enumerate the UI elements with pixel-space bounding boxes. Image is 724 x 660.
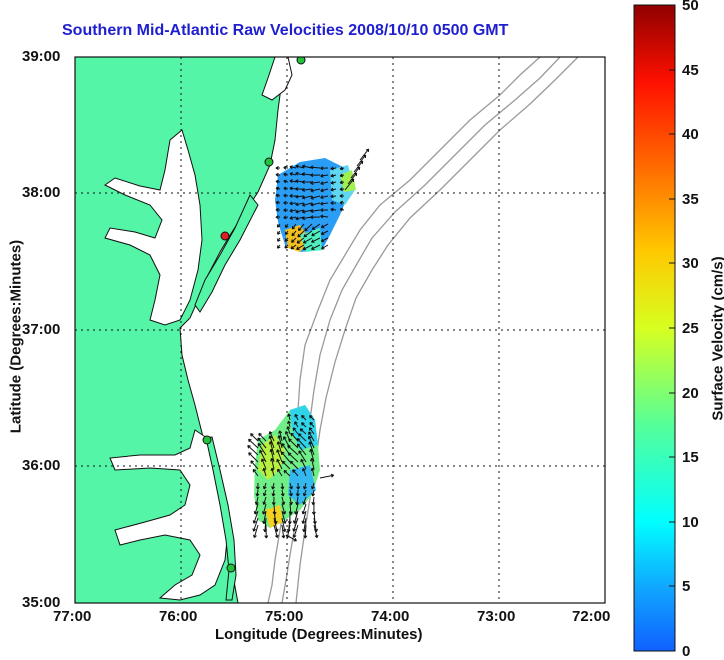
station-marker xyxy=(221,232,229,240)
y-tick-label: 38:00 xyxy=(22,184,60,201)
x-tick-label: 74:00 xyxy=(371,608,409,625)
station-marker xyxy=(203,436,211,444)
colorbar-tick-label: 25 xyxy=(682,320,699,337)
x-tick-label: 73:00 xyxy=(477,608,515,625)
station-marker xyxy=(227,564,235,572)
y-tick-label: 39:00 xyxy=(22,48,60,65)
colorbar-tick-label: 20 xyxy=(682,385,699,402)
colorbar-tick-label: 5 xyxy=(682,578,690,595)
colorbar-tick-label: 30 xyxy=(682,255,699,272)
y-tick-label: 37:00 xyxy=(22,321,60,338)
colorbar-label: Surface Velocity (cm/s) xyxy=(710,209,724,469)
colorbar-tick-label: 40 xyxy=(682,126,699,143)
y-axis-label: Latitude (Degrees:Minutes) xyxy=(8,217,25,457)
x-tick-label: 77:00 xyxy=(53,608,91,625)
colorbar-tick-label: 0 xyxy=(682,643,690,660)
y-tick-label: 36:00 xyxy=(22,457,60,474)
colorbar-tick-label: 15 xyxy=(682,449,699,466)
x-tick-label: 76:00 xyxy=(159,608,197,625)
station-marker xyxy=(265,158,273,166)
colorbar-tick-label: 10 xyxy=(682,514,699,531)
colorbar xyxy=(634,5,675,651)
x-tick-label: 75:00 xyxy=(265,608,303,625)
x-tick-label: 72:00 xyxy=(572,608,610,625)
colorbar-tick-label: 35 xyxy=(682,191,699,208)
colorbar-tick-label: 45 xyxy=(682,62,699,79)
colorbar-tick-label: 50 xyxy=(682,0,699,14)
x-axis-label: Longitude (Degrees:Minutes) xyxy=(215,626,423,643)
